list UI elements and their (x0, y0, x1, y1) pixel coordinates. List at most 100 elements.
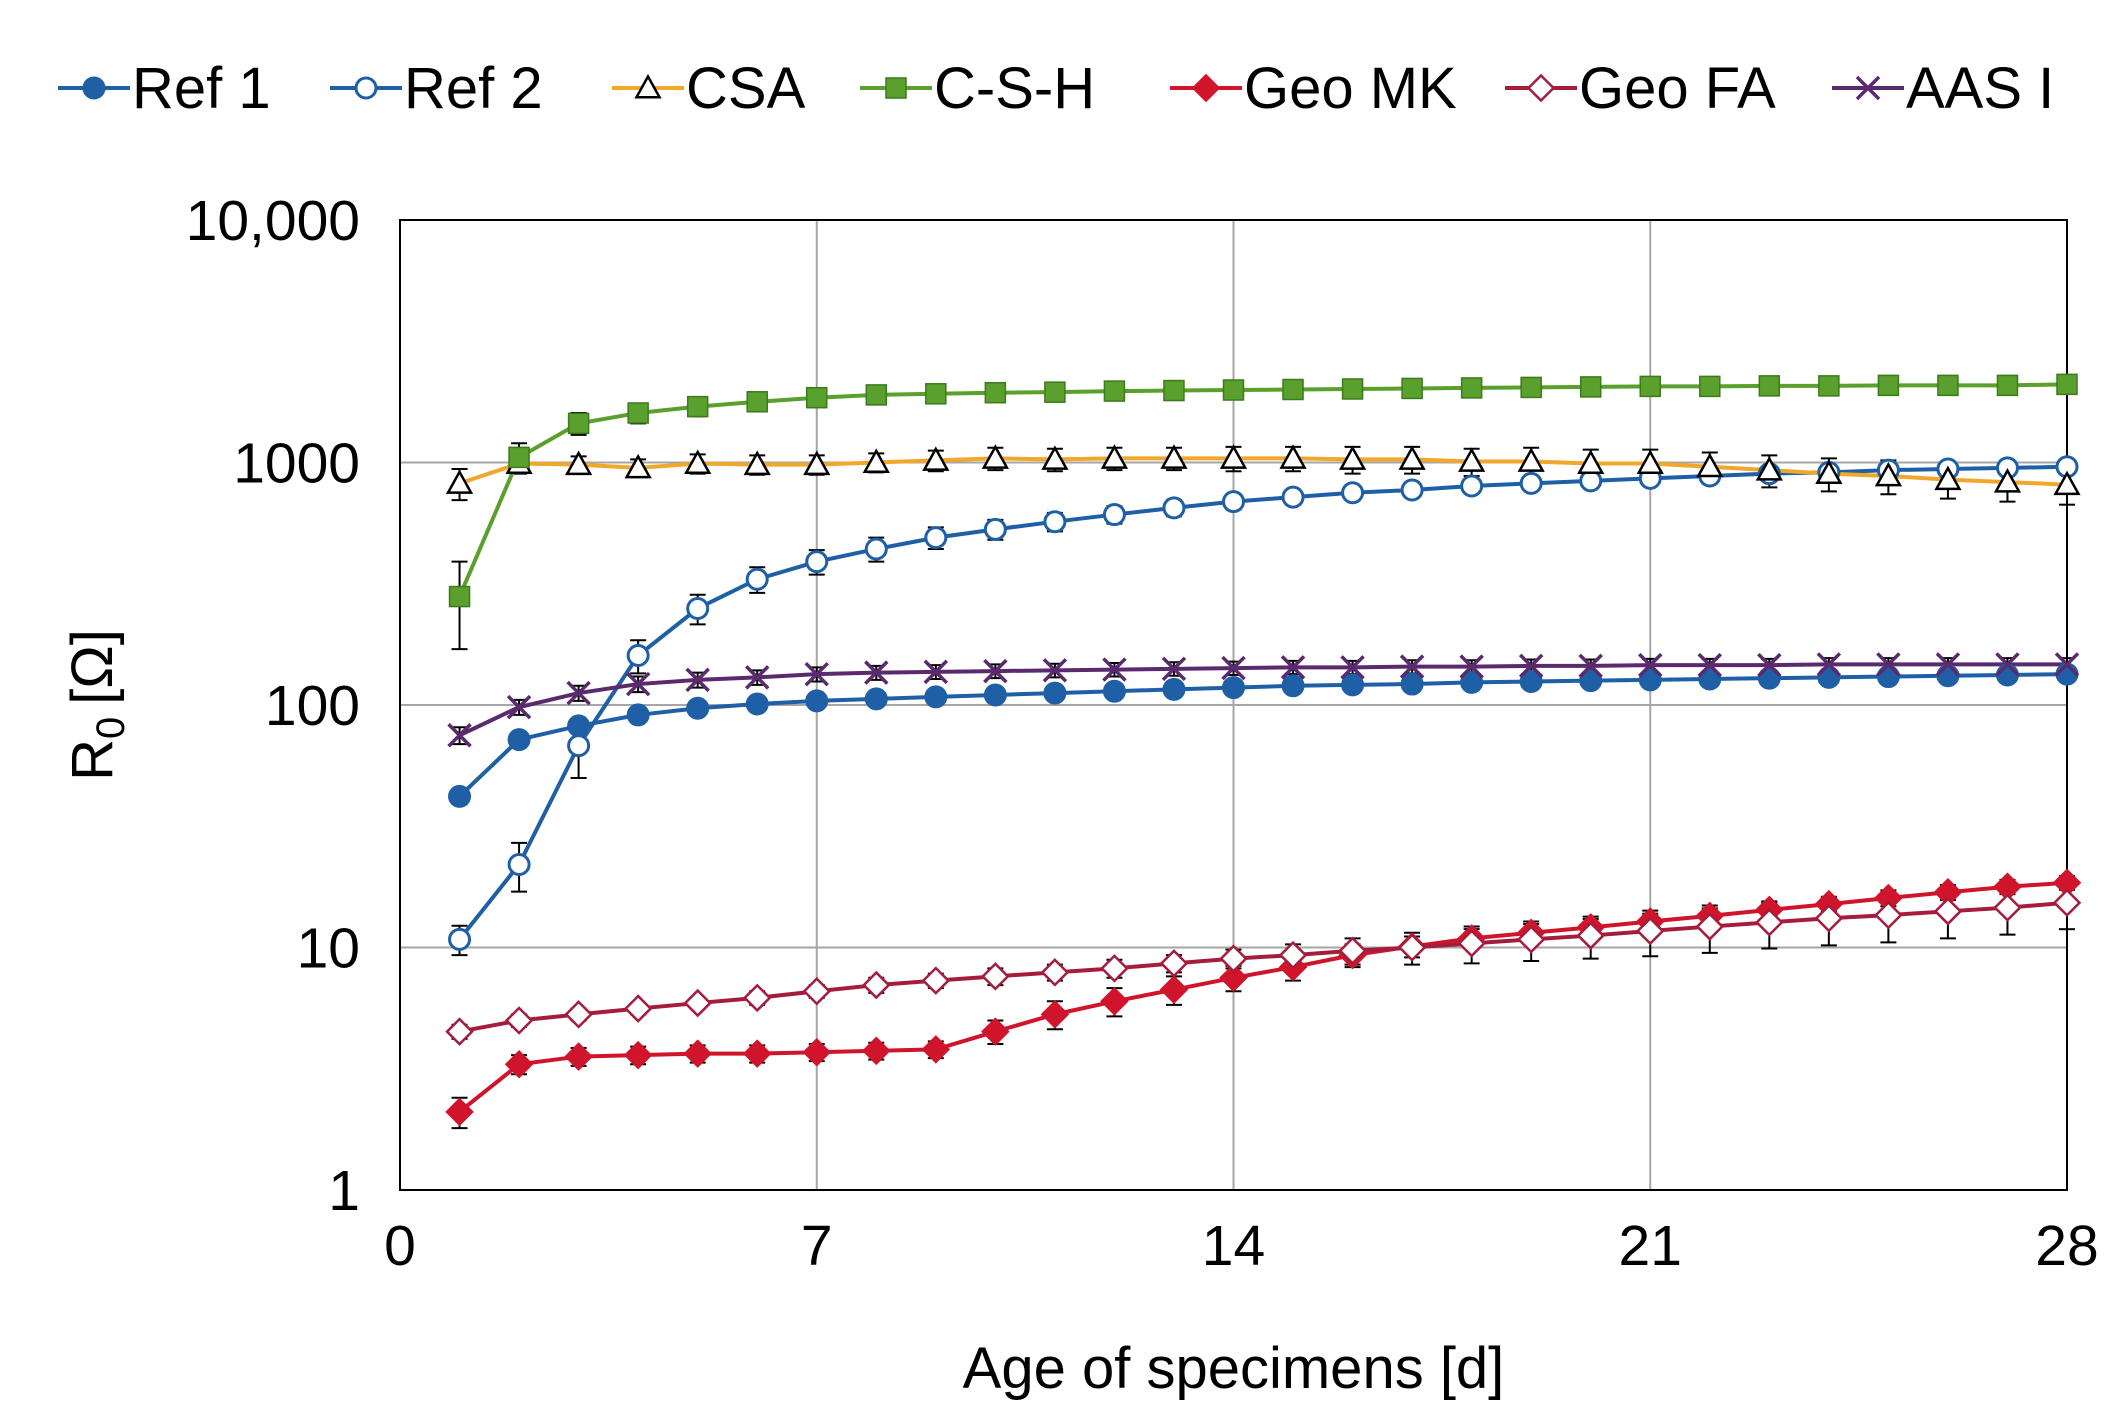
gridlines (400, 220, 2067, 1190)
data-point-marker (1699, 375, 1721, 398)
data-point-marker (1519, 471, 1543, 495)
data-point-marker (686, 395, 709, 418)
data-point-marker (1219, 444, 1248, 469)
x-tick-label: 7 (801, 1214, 833, 1278)
series-line-ref-1 (458, 672, 2068, 798)
data-point-marker (865, 384, 888, 406)
data-point-marker (2054, 652, 2080, 677)
y-tick-label: 1000 (233, 432, 360, 496)
data-point-marker (1698, 667, 1722, 691)
data-point-marker (1100, 987, 1129, 1016)
data-point-marker (925, 383, 947, 405)
data-point-marker (1040, 958, 1070, 987)
data-point-marker (805, 550, 829, 574)
x-tick-labels: 0 7 14 21 28 (384, 1214, 2099, 1278)
data-point-marker (1996, 374, 2019, 397)
data-point-marker (2052, 888, 2082, 917)
data-point-marker (1042, 658, 1068, 683)
data-point-marker (983, 517, 1007, 541)
data-point-marker (507, 728, 531, 752)
data-point-marker (803, 450, 831, 476)
series-line-geo-mk (458, 880, 2068, 1114)
data-point-marker (627, 402, 649, 424)
data-point-marker (508, 446, 530, 469)
data-point-marker (1162, 677, 1186, 701)
legend-item-geo-fa: Geo FA (1505, 56, 1776, 121)
legend-item-ref-1: Ref 1 (58, 56, 271, 121)
data-point-marker (1340, 655, 1365, 680)
data-point-marker (1398, 445, 1426, 470)
data-point-marker (445, 1017, 474, 1046)
data-point-marker (983, 658, 1008, 684)
series-line-geo-fa (459, 900, 2068, 1034)
data-point-marker (1520, 376, 1542, 399)
y-axis-label-main: R (60, 739, 125, 781)
data-point-marker (1993, 468, 2022, 493)
data-point-marker (626, 644, 650, 668)
data-point-marker (1280, 655, 1306, 680)
data-point-marker (1399, 654, 1425, 679)
data-point-marker (805, 689, 829, 713)
data-point-marker (981, 962, 1010, 991)
data-point-marker (1579, 376, 1602, 398)
data-point-marker (1877, 374, 1900, 397)
data-point-marker (1855, 75, 1881, 101)
data-point-marker (1937, 374, 1959, 397)
data-point-marker (1397, 933, 1427, 962)
data-point-marker (745, 567, 769, 591)
data-point-marker (1161, 656, 1187, 682)
data-point-marker (746, 391, 768, 413)
data-point-marker (1222, 490, 1245, 514)
data-point-marker (1281, 674, 1305, 698)
data-point-marker (1338, 936, 1367, 965)
data-point-marker (1043, 510, 1067, 534)
legend-label: Ref 2 (404, 56, 543, 121)
data-point-marker (1933, 897, 1963, 926)
data-point-marker (742, 983, 772, 1013)
series-line-c-s-h (457, 382, 2068, 598)
data-point-marker (743, 450, 771, 476)
data-point-marker (864, 537, 888, 561)
data-point-marker (448, 784, 472, 808)
data-point-marker (504, 1049, 534, 1079)
data-point-marker (924, 526, 948, 550)
data-point-marker (921, 966, 951, 995)
data-point-marker (1815, 459, 1843, 485)
legend-item-aas-i: AAS I (1832, 56, 2054, 121)
data-point-marker (1993, 893, 2022, 922)
data-point-marker (981, 444, 1009, 469)
x-tick-label: 14 (1202, 1214, 1265, 1278)
data-point-marker (745, 692, 769, 716)
data-point-marker (804, 661, 829, 687)
data-point-marker (1695, 912, 1725, 941)
data-point-marker (1936, 664, 1960, 688)
data-point-marker (1874, 461, 1903, 487)
data-point-marker (1457, 929, 1486, 958)
series-line-aas-i (458, 662, 2067, 738)
data-point-marker (1755, 908, 1784, 937)
data-point-marker (684, 449, 712, 475)
data-point-marker (983, 683, 1007, 707)
data-point-marker (1191, 73, 1221, 103)
data-point-marker (862, 1036, 891, 1066)
legend-label: Geo MK (1244, 56, 1457, 121)
data-point-marker (1341, 673, 1365, 697)
x-tick-label: 21 (1619, 1214, 1682, 1278)
data-point-marker (885, 77, 907, 99)
data-point-marker (625, 671, 651, 697)
data-point-marker (1635, 916, 1665, 946)
data-point-marker (1519, 669, 1543, 693)
data-point-marker (984, 381, 1007, 404)
data-point-marker (1043, 681, 1067, 705)
data-point-marker (445, 1097, 474, 1127)
y-tick-label: 1 (328, 1159, 360, 1223)
data-point-marker (1219, 944, 1248, 973)
data-point-marker (1816, 652, 1842, 677)
legend-item-geo-mk: Geo MK (1170, 56, 1457, 121)
data-point-marker (1526, 73, 1556, 103)
data-point-marker (1874, 900, 1903, 930)
data-point-marker (1163, 379, 1185, 402)
data-point-marker (1876, 652, 1901, 677)
data-point-marker (1400, 672, 1424, 696)
